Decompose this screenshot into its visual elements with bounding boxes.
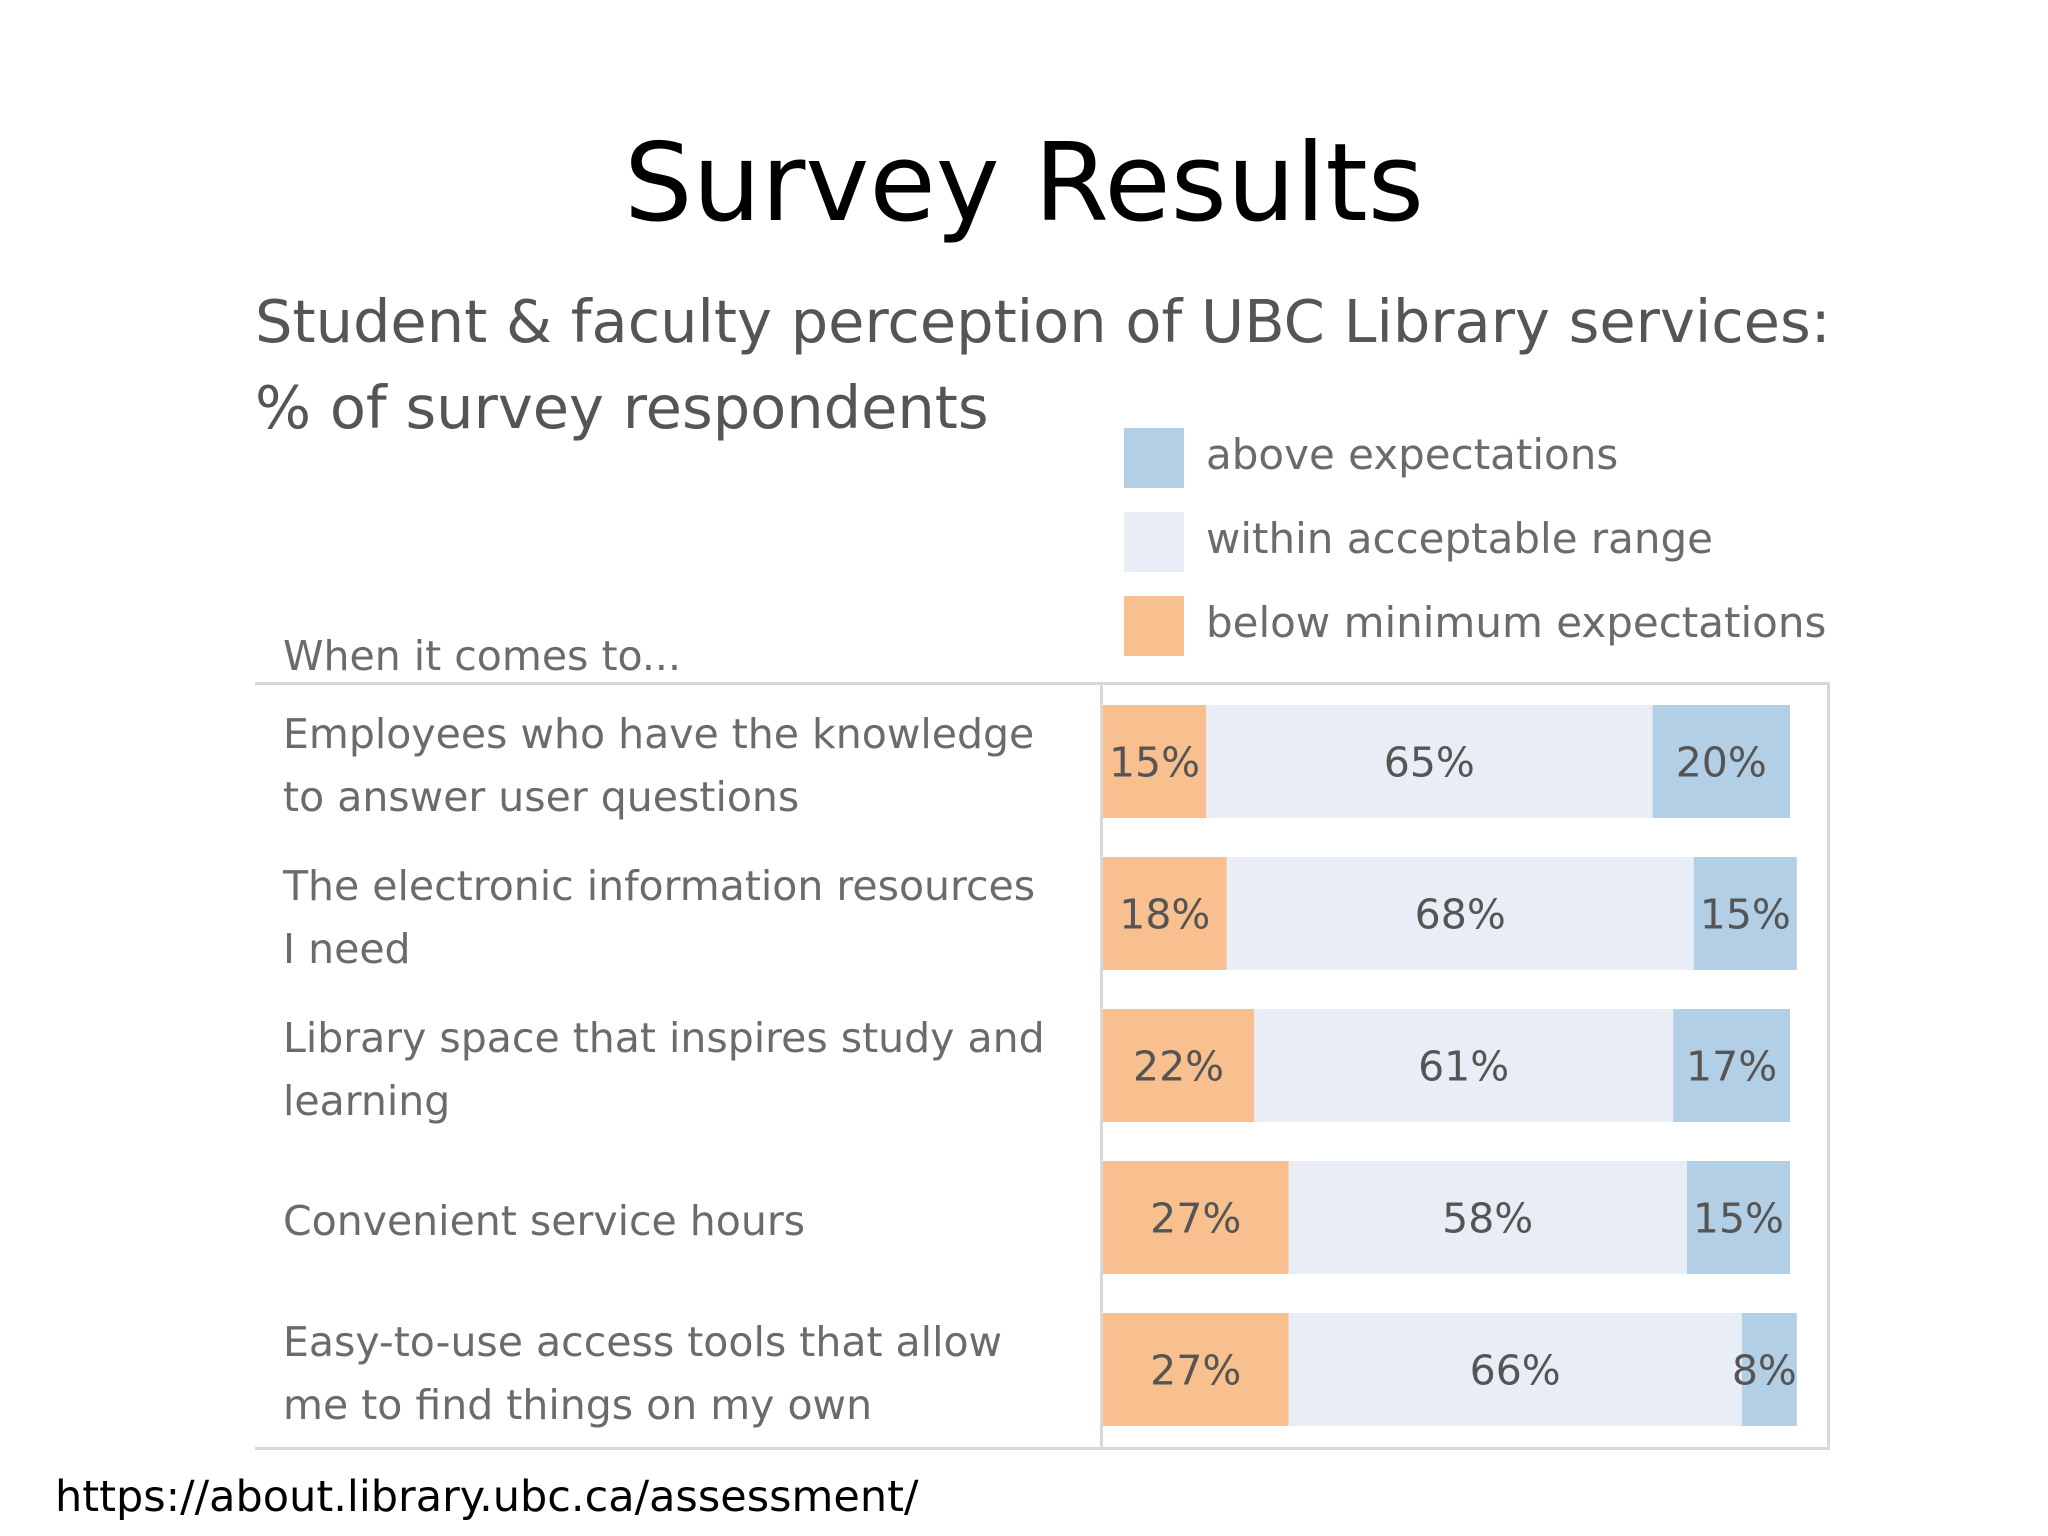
row-label-knowledge-line1: Employees who have the knowledge [283,710,1035,758]
bar-above-row-5 [1741,1313,1797,1426]
chart-title-line-1: Student & faculty perception of UBC Libr… [255,287,1831,356]
data-label-within-row-2: 68% [1415,891,1506,939]
bar-above-row-2 [1693,857,1797,970]
data-label-within-row-1: 65% [1384,739,1475,787]
row-label-access-tools-line1: Easy-to-use access tools that allow [283,1318,1003,1366]
row-label-service-hours: Convenient service hours [283,1190,1083,1253]
bar-within-row-4 [1288,1161,1687,1274]
bars-right-rule [1827,682,1830,1450]
row-label-knowledge-line2: to answer user questions [283,773,800,821]
bar-below-row-5 [1103,1313,1289,1426]
source-url: https://about.library.ubc.ca/assessment/ [55,1472,919,1522]
data-label-above-row-3: 17% [1686,1043,1777,1091]
row-label-access-tools-line2: me to find things on my own [283,1381,873,1429]
bar-below-row-4 [1103,1161,1289,1274]
row-label-knowledge: Employees who have the knowledge to answ… [283,703,1083,829]
row-label-library-space-line2: learning [283,1077,451,1125]
bar-below-row-2 [1103,857,1227,970]
legend-label-above: above expectations [1206,430,1619,479]
legend-label-below: below minimum expectations [1206,598,1827,647]
data-label-above-row-2: 15% [1700,891,1791,939]
legend-swatch-above [1124,428,1184,488]
table-bottom-rule [255,1447,1830,1450]
legend-swatch-below [1124,596,1184,656]
row-label-library-space: Library space that inspires study and le… [283,1007,1083,1133]
row-label-service-hours-line1: Convenient service hours [283,1197,806,1245]
row-label-library-space-line1: Library space that inspires study and [283,1014,1045,1062]
row-header: When it comes to... [283,632,681,680]
bar-below-row-3 [1103,1009,1255,1122]
row-label-access-tools: Easy-to-use access tools that allow me t… [283,1311,1083,1437]
data-label-below-row-4: 27% [1150,1195,1241,1243]
bar-below-row-1 [1103,705,1207,818]
slide-title: Survey Results [624,121,1424,246]
chart-title-line-2: % of survey respondents [255,373,989,442]
bar-within-row-5 [1288,1313,1742,1426]
data-label-above-row-1: 20% [1676,739,1767,787]
row-label-electronic-resources-line1: The electronic information resources [283,862,1036,910]
row-label-electronic-resources-line2: I need [283,925,411,973]
data-label-below-row-5: 27% [1150,1347,1241,1395]
legend-swatch-within [1124,512,1184,572]
legend-label-within: within acceptable range [1206,514,1714,563]
data-label-within-row-5: 66% [1470,1347,1561,1395]
bar-within-row-3 [1254,1009,1674,1122]
data-label-above-row-5: 8% [1732,1347,1797,1395]
data-label-within-row-4: 58% [1442,1195,1533,1243]
table-top-rule [255,682,1830,685]
data-label-below-row-3: 22% [1133,1043,1224,1091]
data-label-within-row-3: 61% [1418,1043,1509,1091]
bar-above-row-1 [1652,705,1790,818]
bar-within-row-1 [1206,705,1653,818]
bars-left-rule [1100,682,1103,1450]
row-label-electronic-resources: The electronic information resources I n… [283,855,1083,981]
data-label-below-row-1: 15% [1109,739,1200,787]
bar-above-row-4 [1686,1161,1790,1274]
data-label-above-row-4: 15% [1693,1195,1784,1243]
bar-within-row-2 [1226,857,1694,970]
bar-above-row-3 [1673,1009,1790,1122]
data-label-below-row-2: 18% [1119,891,1210,939]
